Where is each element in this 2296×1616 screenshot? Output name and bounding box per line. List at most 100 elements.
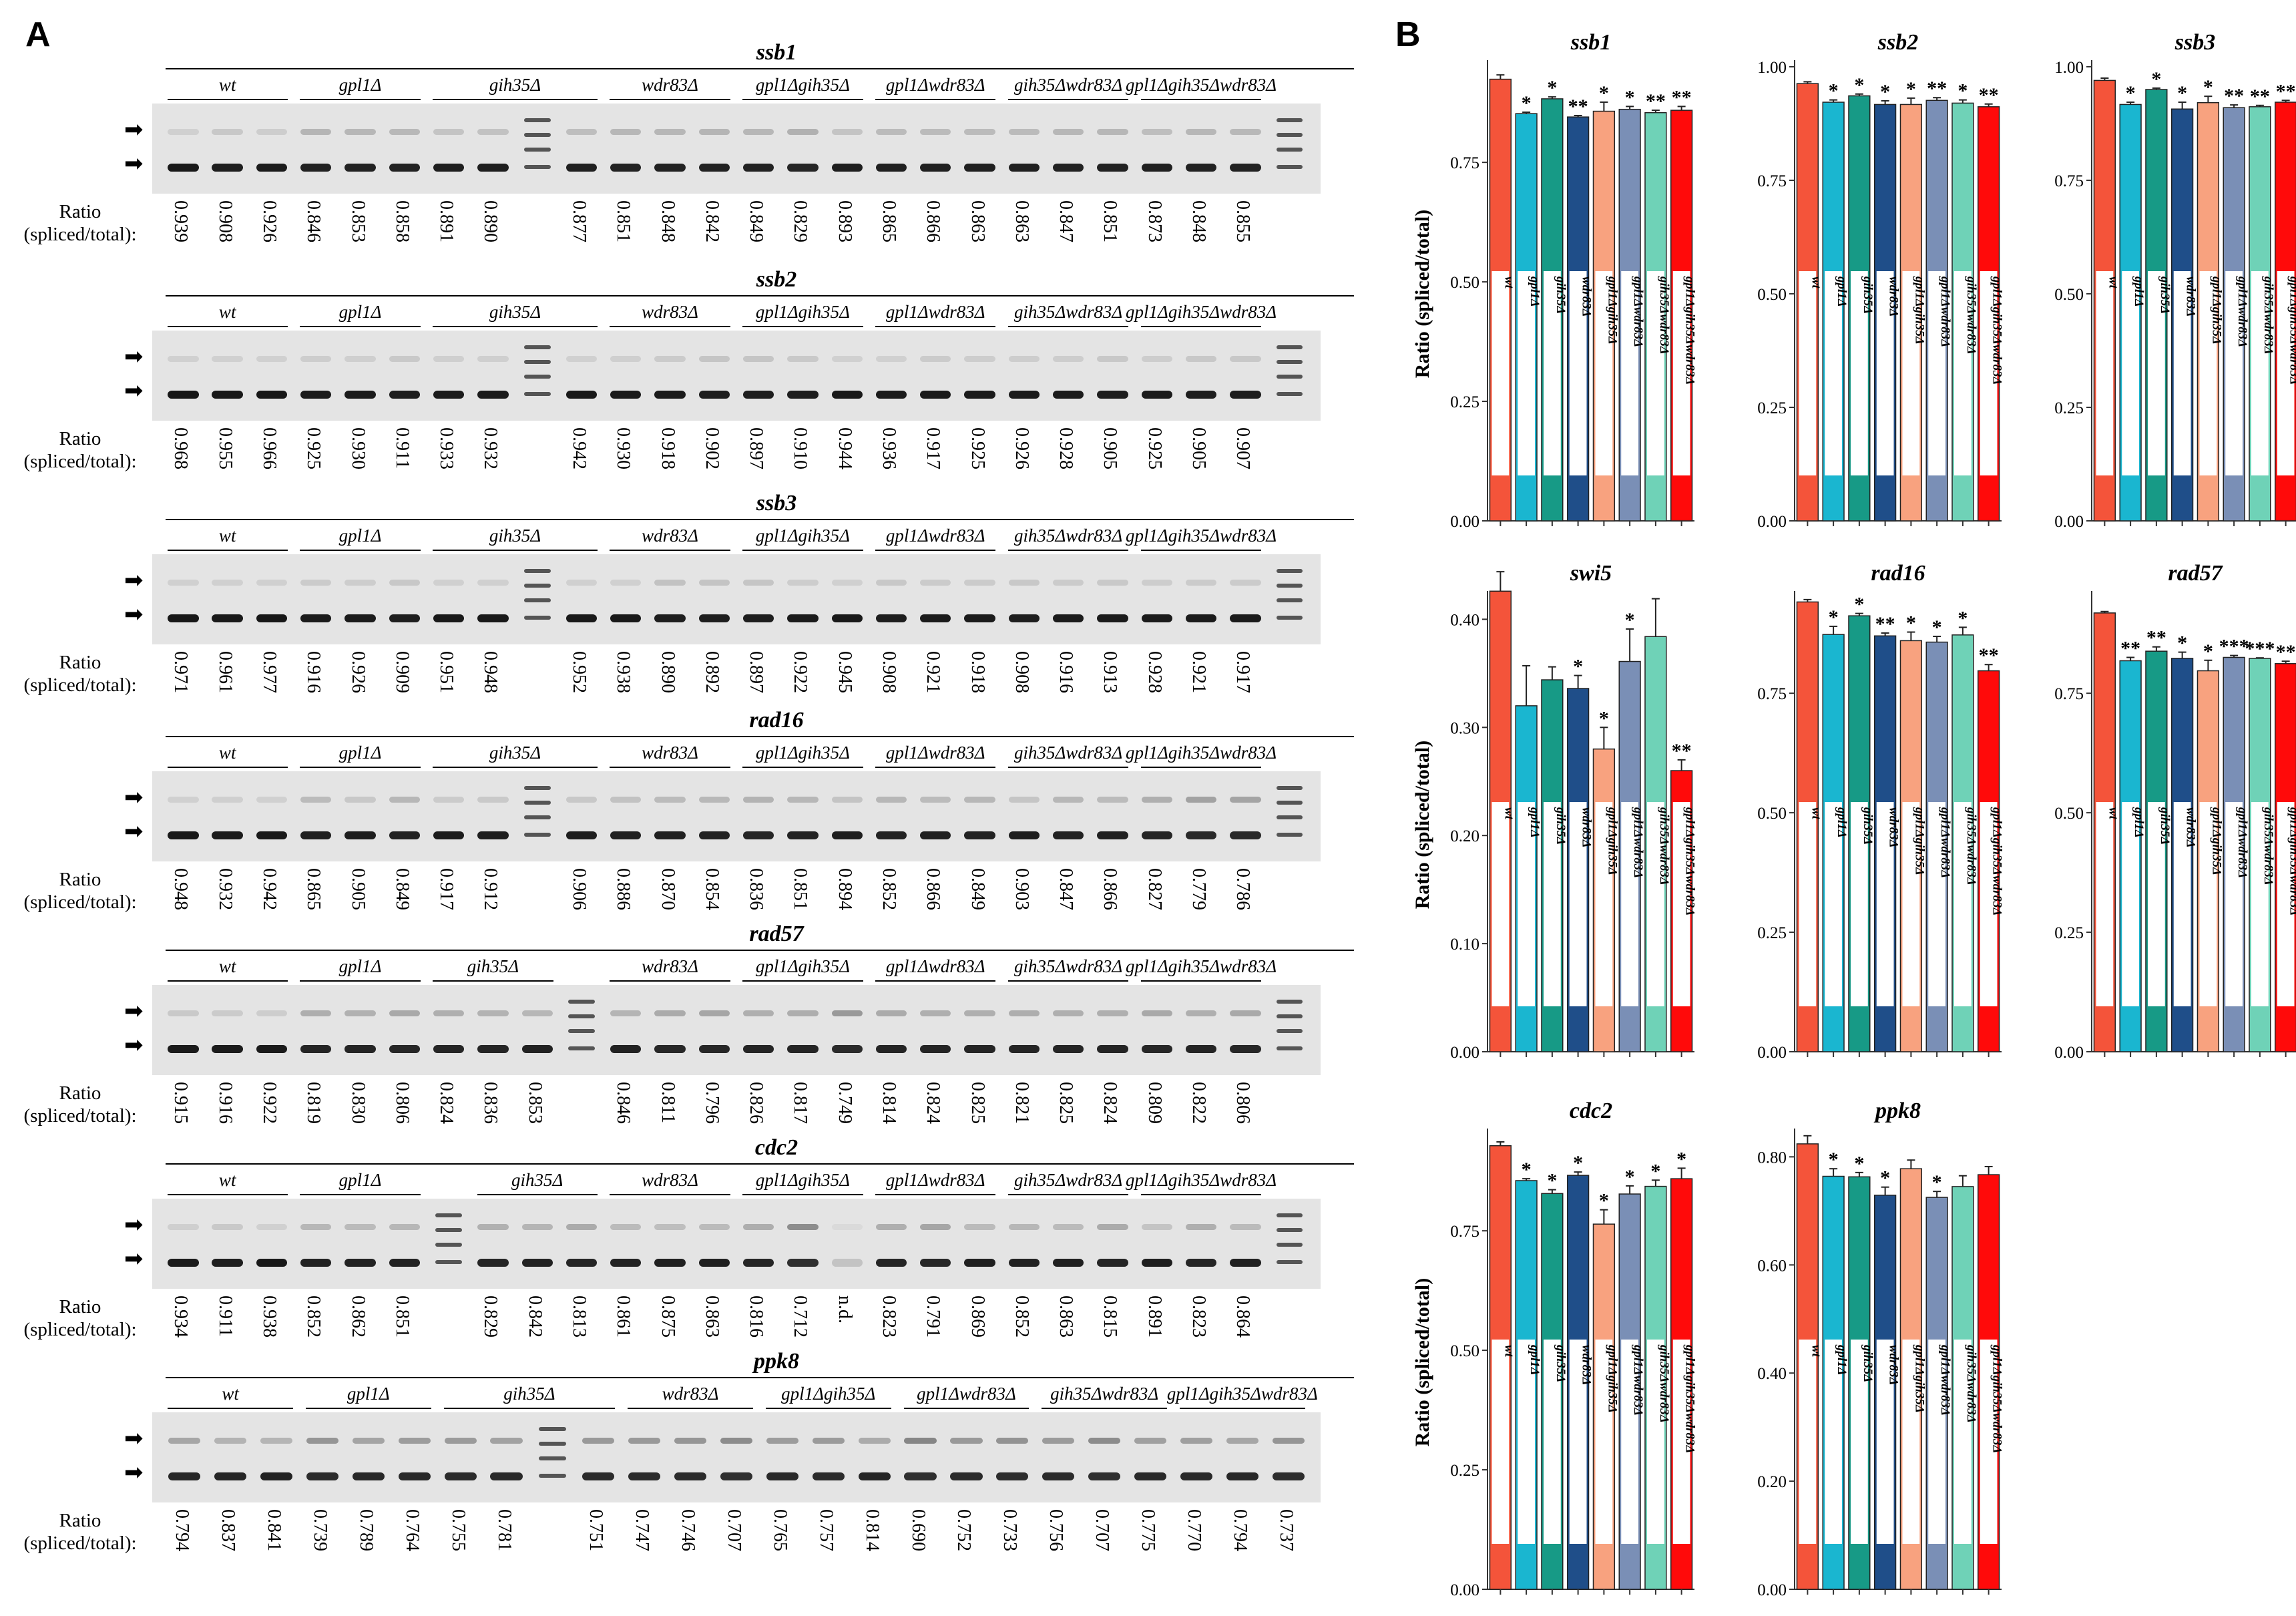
gel-header-line — [166, 519, 1354, 520]
gel-strain-label: wt — [218, 302, 236, 322]
significance-marker: * — [1573, 656, 1583, 678]
gel-strain-underline — [628, 1408, 753, 1409]
gel-spliced-band — [920, 1045, 951, 1053]
gel-spliced-band — [654, 614, 686, 622]
ratio-value: 0.903 — [1011, 868, 1032, 910]
gel-spliced-band — [168, 1259, 199, 1267]
gel-lane — [1052, 104, 1084, 194]
gel-unspliced-band — [477, 356, 509, 362]
gel-unspliced-band — [920, 129, 951, 135]
bar-label-band — [1491, 802, 1510, 1006]
bar-label-band — [1980, 271, 1998, 475]
gel-strain-label: gih35Δ — [511, 1170, 563, 1190]
gel-unspliced-band — [742, 1224, 774, 1230]
ratio-value: 0.851 — [790, 868, 811, 910]
gel-strain-label: wt — [218, 75, 236, 95]
gel-lane — [742, 1199, 774, 1289]
gel-lane — [875, 554, 907, 644]
ratio-value: 0.864 — [1232, 1295, 1254, 1338]
y-tick-label: 0.75 — [2054, 172, 2084, 190]
bar-category-label: gih35Δwdr83Δ — [1964, 1344, 1978, 1423]
gel-lane — [433, 554, 465, 644]
gel-lane — [521, 985, 553, 1075]
gel-unspliced-band — [345, 129, 376, 135]
bar-chart-ssb2: ssb2 0.00 0.25 0.50 0.75 1.00 wt gpl1Δ * gih35Δ * w… — [1757, 30, 2004, 531]
gel-unspliced-band — [1230, 356, 1261, 362]
significance-marker: * — [2126, 82, 2136, 104]
gel-spliced-band — [345, 1259, 376, 1267]
gel-header-line — [166, 68, 1354, 69]
bar-label-band — [2147, 802, 2165, 1006]
gel-lane — [610, 985, 642, 1075]
gel-ladder-band — [568, 1029, 595, 1033]
gel-ladder-band — [568, 1046, 595, 1050]
ratio-value: 0.796 — [701, 1082, 722, 1124]
ratio-label-line1: Ratio — [59, 428, 101, 449]
gel-strain-underline — [300, 767, 421, 768]
gel-lane — [389, 331, 421, 421]
significance-marker: * — [1599, 82, 1609, 104]
gel-unspliced-band — [654, 580, 686, 586]
ratio-value: 0.925 — [303, 427, 324, 469]
significance-marker: * — [1522, 92, 1532, 114]
gel-strain-underline — [742, 326, 863, 327]
gel-strain-underline — [167, 980, 288, 982]
gel-strain-label: gih35Δ — [489, 743, 541, 763]
bar-category-label: gih35Δwdr83Δ — [1964, 807, 1978, 885]
gel-unspliced-band — [831, 797, 863, 803]
bar-label-band — [2122, 802, 2140, 1006]
gel-strain-underline — [875, 1194, 996, 1195]
spliced-arrow-icon: ➡ — [124, 1032, 144, 1058]
gel-lane — [477, 1199, 509, 1289]
gel-unspliced-band — [256, 129, 288, 135]
gel-ladder-band — [523, 165, 551, 169]
y-tick-label: 0.50 — [2054, 286, 2084, 304]
gel-ladder-band — [1276, 1029, 1303, 1033]
gel-strain-underline — [610, 1194, 730, 1195]
ratio-value: 0.848 — [657, 200, 678, 242]
ratio-value: 0.794 — [172, 1509, 193, 1551]
gel-strain-underline — [875, 99, 996, 100]
gel-unspliced-band — [300, 129, 332, 135]
gel-strain-label: gih35Δ — [489, 526, 541, 546]
ratio-value: 0.848 — [1188, 200, 1210, 242]
gel-spliced-band — [654, 1045, 686, 1053]
spliced-arrow-icon: ➡ — [124, 1459, 144, 1486]
gel-spliced-band — [1185, 391, 1217, 399]
unspliced-arrow-icon: ➡ — [124, 343, 144, 370]
chart-title: ssb2 — [1877, 30, 1918, 55]
gel-spliced-band — [168, 391, 199, 399]
gel-ladder-band — [568, 1000, 595, 1004]
gel-strain-underline — [1140, 767, 1262, 768]
ratio-value: 0.942 — [568, 427, 590, 469]
bar-label-band — [1850, 802, 1868, 1006]
gel-lane — [654, 985, 686, 1075]
significance-marker: * — [2151, 68, 2161, 90]
gel-lane — [742, 985, 774, 1075]
bar-category-label: gpl1Δwdr83Δ — [1631, 276, 1645, 347]
gel-lane — [996, 1412, 1029, 1502]
gel-unspliced-band — [256, 1224, 288, 1230]
significance-marker: * — [1625, 86, 1635, 108]
gel-lane — [964, 554, 995, 644]
gel-spliced-band — [787, 1045, 819, 1053]
gel-unspliced-band — [1141, 129, 1172, 135]
bar-label-band — [1672, 802, 1690, 1006]
gel-unspliced-band — [875, 1224, 907, 1230]
gel-lane — [345, 331, 376, 421]
y-tick-label: 0.00 — [2054, 513, 2084, 531]
bar-label-band — [1491, 271, 1510, 475]
ratio-label-line2: (spliced/total): — [23, 674, 137, 696]
gel-lane — [1052, 331, 1084, 421]
gel-spliced-band — [1185, 164, 1217, 172]
gel-spliced-band — [212, 1045, 243, 1053]
gel-lane — [964, 1199, 995, 1289]
bar-label-band — [2199, 271, 2217, 475]
gel-spliced-band — [477, 831, 509, 839]
gel-unspliced-band — [610, 129, 642, 135]
gel-spliced-band — [610, 164, 642, 172]
gel-lane — [1097, 554, 1128, 644]
ratio-value: n.d. — [834, 1295, 855, 1324]
gel-lane — [742, 331, 774, 421]
y-tick-label: 0.00 — [1450, 1044, 1479, 1062]
